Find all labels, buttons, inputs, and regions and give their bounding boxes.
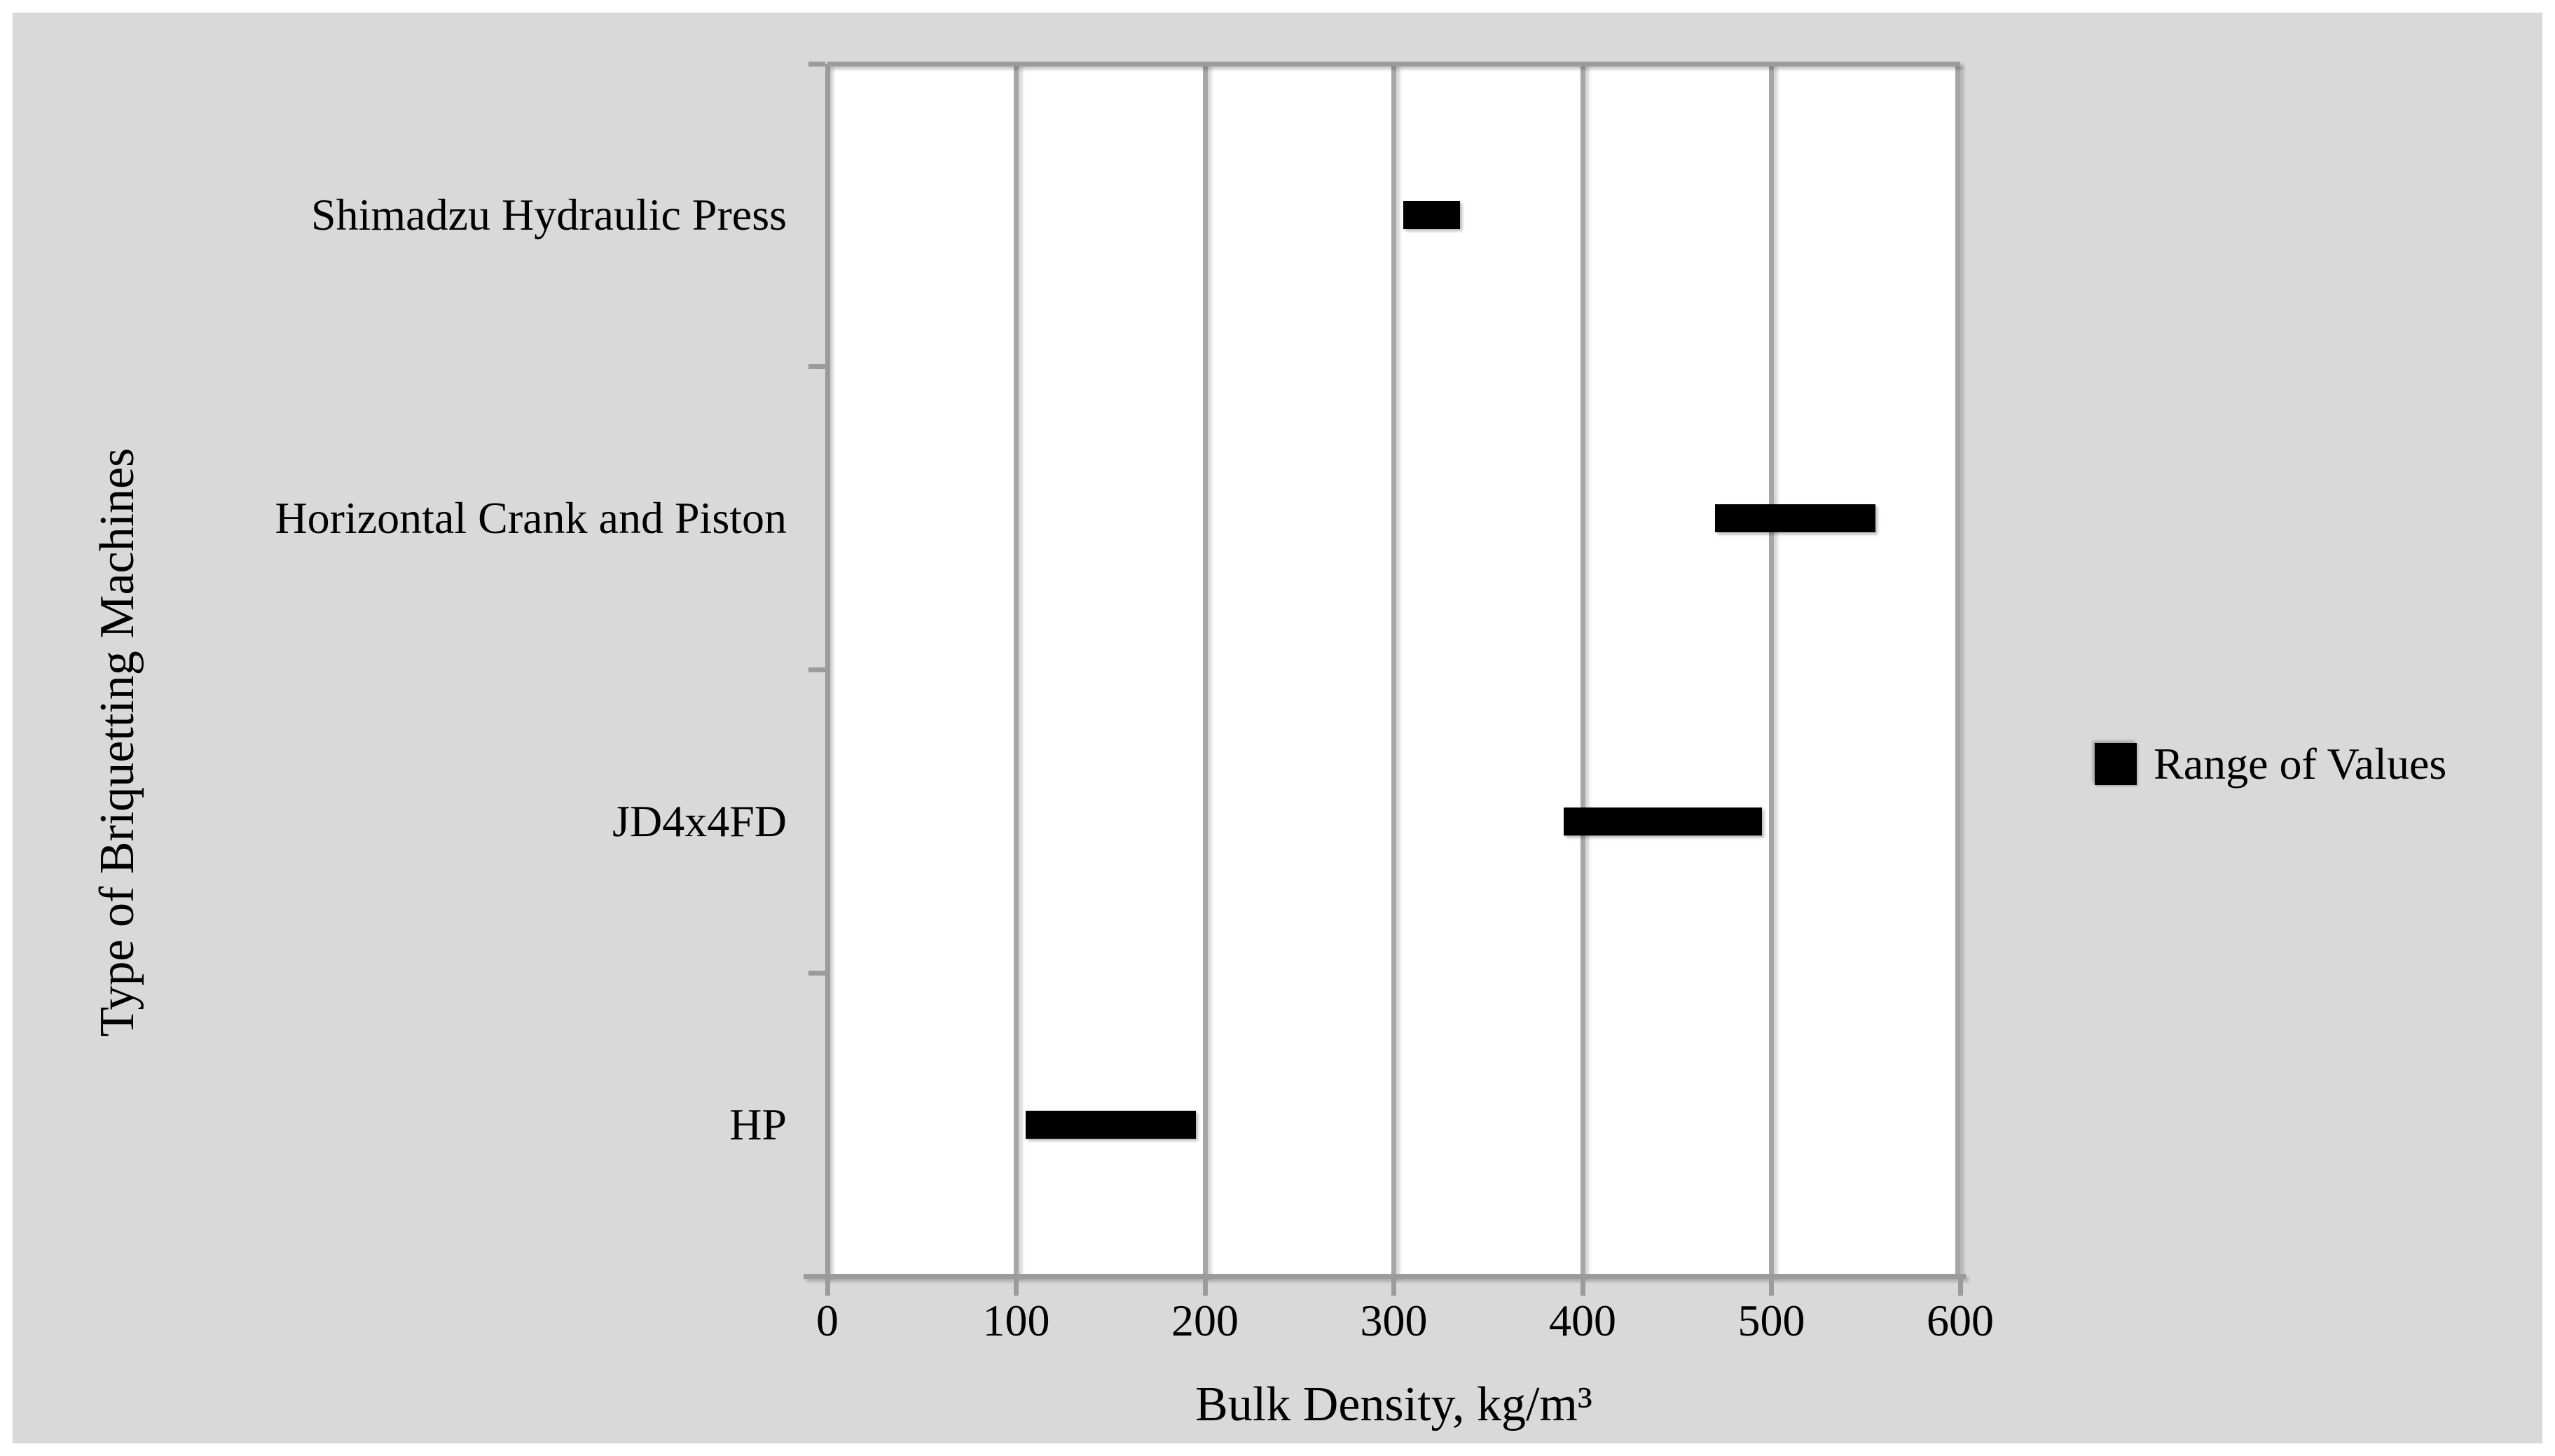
legend: Range of Values: [2095, 741, 2446, 787]
x-tick-label: 600: [1927, 1296, 1994, 1345]
gridline: [1391, 64, 1396, 1276]
legend-marker-black-square-icon: [2095, 743, 2137, 785]
x-axis-tick: [1202, 1279, 1208, 1296]
gridline: [1202, 64, 1208, 1276]
x-axis-tick: [1580, 1279, 1585, 1296]
x-tick-label: 400: [1549, 1296, 1616, 1345]
category-label: JD4x4FD: [612, 796, 787, 846]
gridline: [1580, 64, 1585, 1276]
x-axis-line: [804, 1273, 1966, 1279]
x-tick-label: 100: [982, 1296, 1050, 1345]
gridline: [1769, 64, 1774, 1276]
gridline: [1014, 64, 1019, 1276]
legend-label: Range of Values: [2154, 739, 2447, 789]
gridline: [1955, 64, 1960, 1276]
x-tick-label: 0: [816, 1296, 839, 1345]
x-axis-tick: [1957, 1279, 1963, 1296]
y-axis-tick: [808, 1273, 825, 1279]
range-bar: [1025, 1110, 1196, 1139]
range-bar: [1714, 504, 1875, 533]
x-tick-label: 300: [1360, 1296, 1428, 1345]
x-axis-tick: [1014, 1279, 1019, 1296]
category-label: Horizontal Crank and Piston: [275, 493, 787, 543]
x-axis-tick: [825, 1279, 830, 1296]
x-axis-title: Bulk Density, kg/m³: [1195, 1378, 1592, 1431]
plot-area: [827, 64, 1960, 1276]
x-axis-tick: [1769, 1279, 1774, 1296]
plot-top-border: [827, 61, 1960, 67]
y-axis-tick: [808, 61, 825, 67]
category-label: HP: [729, 1099, 787, 1149]
y-axis-tick: [808, 667, 825, 672]
chart-panel: Type of Briquetting Machines Shimadzu Hy…: [13, 13, 2542, 1443]
y-axis-tick: [808, 970, 825, 976]
x-tick-label: 200: [1171, 1296, 1239, 1345]
x-tick-label: 500: [1737, 1296, 1805, 1345]
y-axis-tick: [808, 364, 825, 370]
category-label: Shimadzu Hydraulic Press: [311, 190, 787, 240]
x-axis-tick: [1391, 1279, 1396, 1296]
y-axis-line: [825, 64, 830, 1276]
range-bar: [1403, 201, 1460, 230]
range-bar: [1564, 807, 1763, 836]
y-axis-title: Type of Briquetting Machines: [90, 448, 144, 1037]
